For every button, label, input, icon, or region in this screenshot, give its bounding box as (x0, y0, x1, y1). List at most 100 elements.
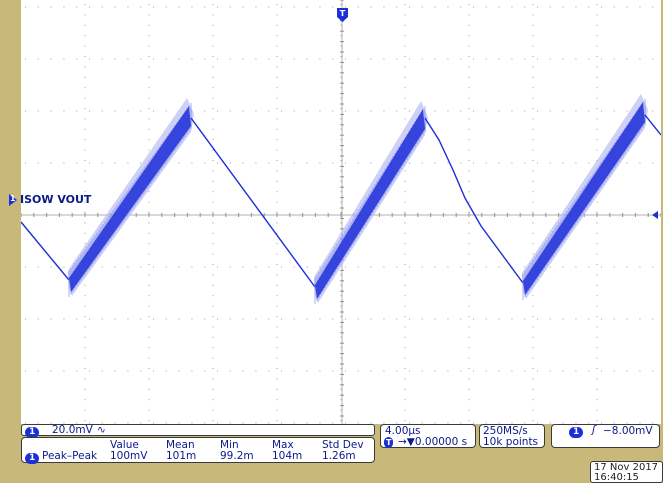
grid-dot (212, 24, 214, 26)
trigger-position-marker-icon[interactable]: T (337, 8, 348, 22)
grid-dot (357, 266, 359, 268)
grid-dot (473, 162, 474, 164)
grid-dot (434, 266, 436, 268)
trigger-t-icon: T (384, 437, 394, 448)
grid-dot (404, 201, 406, 203)
timebase-panel[interactable]: 4.00µs T →▼0.00000 s (380, 424, 476, 448)
grid-dot (212, 388, 214, 390)
grid-dot (498, 110, 500, 112)
grid-dot (89, 422, 90, 424)
grid-dot (370, 6, 372, 8)
grid-dot (37, 6, 39, 8)
grid-dot (532, 232, 534, 234)
grid-dot (524, 422, 526, 424)
grid-dot (340, 388, 342, 390)
grid-dot (468, 14, 470, 16)
grid-dot (370, 162, 372, 164)
grid-dot (404, 108, 406, 109)
grid-dot (468, 388, 470, 390)
grid-dot (468, 4, 470, 5)
grid-dot (148, 284, 150, 286)
grid-dot (281, 370, 282, 372)
grid-dot (148, 97, 150, 99)
grid-dot (357, 370, 359, 372)
grid-dot (281, 58, 282, 60)
date-text: 17 Nov 2017 (594, 462, 659, 473)
grid-dot (532, 66, 534, 68)
grid-dot (276, 97, 278, 99)
grid-dot (63, 318, 65, 320)
grid-dot (468, 66, 470, 68)
grid-dot (473, 110, 474, 112)
grid-dot (340, 316, 342, 317)
grid-dot (212, 420, 214, 421)
grid-dot (340, 326, 342, 328)
datetime-panel: 17 Nov 2017 16:40:15 (590, 461, 663, 483)
grid-dot (212, 180, 214, 182)
grid-dot (613, 6, 615, 8)
grid-dot (596, 232, 598, 234)
grid-dot (468, 368, 470, 369)
grid-dot (532, 108, 534, 109)
grid-dot (212, 35, 214, 37)
grid-dot (306, 370, 308, 372)
grid-dot (532, 56, 534, 57)
channel-1-label[interactable]: 1 ISOW VOUT (9, 193, 91, 206)
grid-dot (25, 58, 26, 60)
meas-mean: 101m (166, 450, 197, 462)
grid-dot (370, 370, 372, 372)
grid-dot (276, 316, 278, 317)
grid-dot (114, 58, 116, 60)
grid-dot (340, 347, 342, 349)
grid-dot (549, 58, 551, 60)
grid-dot (212, 264, 214, 265)
grid-dot (84, 336, 86, 338)
trigger-level-marker-icon[interactable] (650, 211, 658, 219)
grid-dot (84, 305, 86, 307)
grid-dot (575, 162, 577, 164)
grid-dot (447, 266, 449, 268)
grid-dot (229, 318, 231, 320)
grid-dot (532, 368, 534, 369)
grid-dot (148, 201, 150, 203)
grid-dot (404, 212, 406, 213)
grid-dot (178, 370, 180, 372)
grid-dot (76, 318, 78, 320)
channel-1-ground-marker-icon: 1 (9, 194, 17, 206)
grid-dot (319, 266, 321, 268)
grid-dot (204, 266, 206, 268)
grid-dot (148, 368, 150, 369)
grid-dot (396, 266, 398, 268)
grid-dot (404, 305, 406, 307)
grid-dot (345, 318, 346, 320)
measurement-panel[interactable]: Value Mean Min Max Std Dev 1 Peak–Peak 1… (21, 437, 375, 464)
acquisition-panel[interactable]: 250MS/s 10k points (479, 424, 545, 448)
grid-dot (460, 162, 462, 164)
meas-max: 104m (272, 450, 303, 462)
trigger-panel[interactable]: 1 ʃ −8.00mV (551, 424, 660, 448)
grid-dot (276, 357, 278, 359)
grid-dot (276, 14, 278, 16)
grid-dot (404, 180, 406, 182)
channel-scale-panel[interactable]: 1 20.0mV ∿ (21, 424, 375, 438)
grid-dot (468, 118, 470, 120)
waveform-display[interactable] (21, 0, 661, 424)
grid-dot (562, 318, 564, 320)
grid-dot (596, 316, 598, 317)
grid-dot (468, 139, 470, 141)
meas-header-stddev: Std Dev (322, 439, 364, 451)
grid-dot (212, 4, 214, 5)
grid-dot (485, 422, 487, 424)
grid-dot (524, 58, 526, 60)
grid-dot (50, 266, 52, 268)
grid-dot (404, 232, 406, 234)
grid-dot (319, 370, 321, 372)
grid-dot (89, 318, 90, 320)
grid-dot (596, 284, 598, 286)
grid-dot (140, 370, 142, 372)
record-length: 10k points (483, 436, 539, 448)
grid-dot (332, 58, 334, 60)
grid-dot (153, 6, 154, 8)
grid-dot (468, 180, 470, 182)
